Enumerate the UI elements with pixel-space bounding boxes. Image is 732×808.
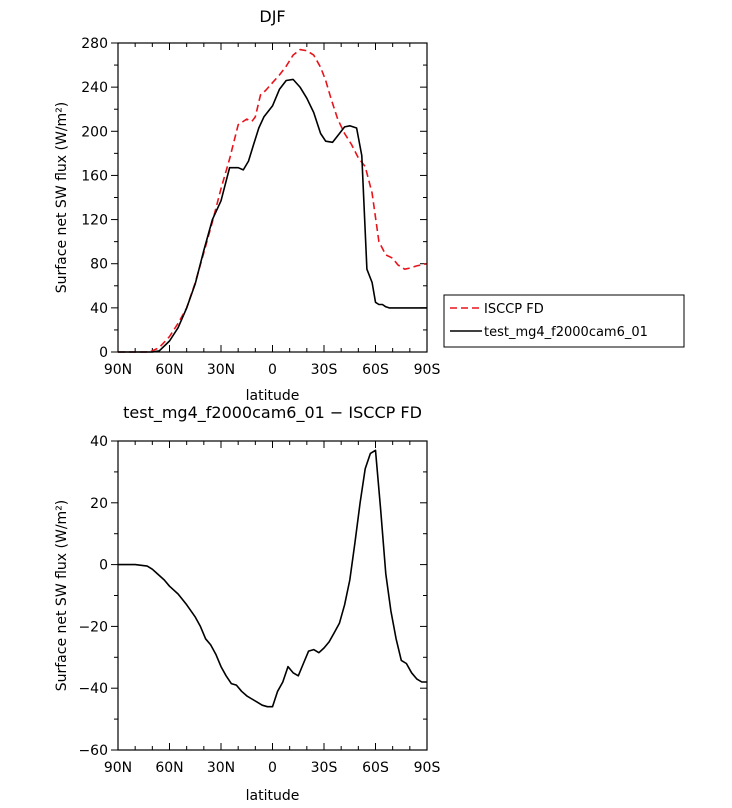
top-x-tick-label: 60N: [155, 362, 183, 378]
top-x-tick-label: 90N: [104, 362, 132, 378]
top-panel: DJF 0 40 80 120 160 200 240 280 90N 60N 30N 0 30S 60…: [54, 7, 685, 404]
top-x-tick-labels: 90N 60N 30N 0 30S 60S 90S: [104, 362, 441, 378]
legend: ISCCP FD test_mg4_f2000cam6_01: [443, 294, 685, 348]
top-plot-frame: [117, 42, 428, 353]
bottom-series-lines: [118, 449, 427, 708]
top-y-tick-label: 200: [81, 124, 108, 140]
bottom-y-tick-label: 20: [90, 496, 108, 512]
top-x-axis-label: latitude: [246, 388, 300, 404]
bottom-x-axis-label: latitude: [246, 788, 300, 804]
bottom-axis-ticks: [111, 440, 428, 751]
top-x-tick-label: 90S: [414, 362, 441, 378]
top-x-tick-label: 30S: [311, 362, 338, 378]
bottom-y-tick-labels: −60 −40 −20 0 20 40: [78, 434, 108, 759]
legend-label-isccp: ISCCP FD: [484, 302, 544, 317]
top-series-lines: [118, 48, 428, 353]
top-y-tick-label: 120: [81, 213, 108, 229]
top-y-tick-label: 40: [90, 301, 108, 317]
bottom-x-tick-label: 60S: [362, 760, 389, 776]
bottom-x-tick-label: 30S: [311, 760, 338, 776]
top-series-line-1: [118, 78, 427, 353]
bottom-plot-frame: [117, 440, 428, 751]
top-y-axis-label: Surface net SW flux (W/m²): [54, 102, 70, 294]
bottom-chart-title: test_mg4_f2000cam6_01 − ISCCP FD: [123, 403, 422, 423]
top-x-tick-label: 30N: [207, 362, 235, 378]
top-x-tick-label: 0: [268, 362, 277, 378]
bottom-y-tick-label: 0: [99, 558, 108, 574]
top-axis-ticks: [111, 42, 428, 353]
top-y-tick-label: 80: [90, 257, 108, 273]
top-chart-title: DJF: [259, 7, 285, 26]
top-series-line-0: [118, 48, 428, 353]
bottom-y-tick-label: 40: [90, 434, 108, 450]
top-y-tick-label: 0: [99, 345, 108, 361]
bottom-panel: test_mg4_f2000cam6_01 − ISCCP FD −60−40−…: [54, 403, 440, 804]
legend-box: [443, 294, 685, 348]
top-x-tick-label: 60S: [362, 362, 389, 378]
bottom-x-tick-label: 30N: [207, 760, 235, 776]
legend-label-test: test_mg4_f2000cam6_01: [484, 325, 648, 340]
bottom-x-tick-label: 60N: [155, 760, 183, 776]
bottom-x-tick-label: 90S: [414, 760, 441, 776]
bottom-y-tick-label: −60: [78, 743, 108, 759]
top-y-tick-label: 240: [81, 80, 108, 96]
top-y-tick-label: 280: [81, 36, 108, 52]
bottom-y-tick-label: −20: [78, 619, 108, 635]
bottom-y-axis-label: Surface net SW flux (W/m²): [54, 500, 70, 692]
top-y-tick-labels: 0 40 80 120 160 200 240 280: [81, 36, 108, 361]
bottom-x-tick-label: 0: [268, 760, 277, 776]
bottom-series-line-0: [118, 449, 427, 708]
top-y-tick-label: 160: [81, 168, 108, 184]
bottom-x-tick-labels: 90N 60N 30N 0 30S 60S 90S: [104, 760, 441, 776]
bottom-x-tick-label: 90N: [104, 760, 132, 776]
bottom-y-tick-label: −40: [78, 681, 108, 697]
